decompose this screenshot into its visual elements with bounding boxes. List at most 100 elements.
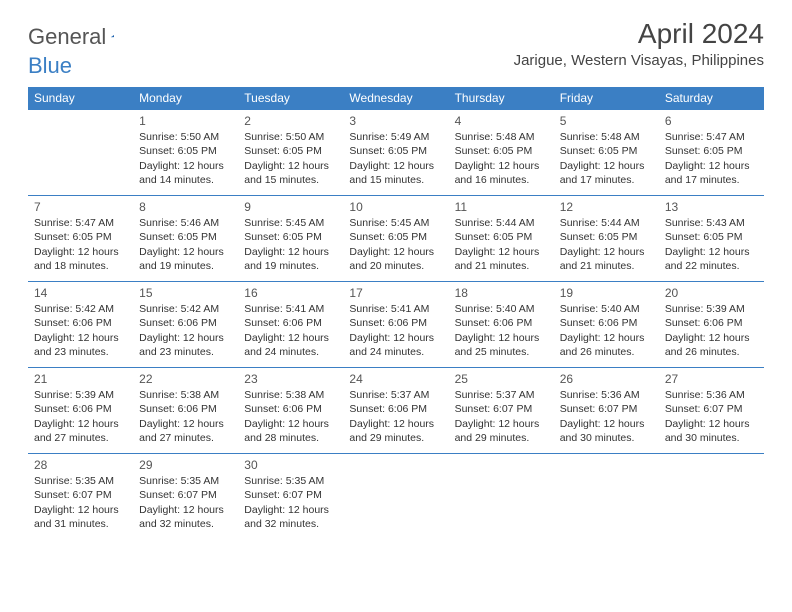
- sunrise-line: Sunrise: 5:44 AM: [560, 216, 653, 230]
- sunset-line: Sunset: 6:05 PM: [560, 144, 653, 158]
- logo-triangle-icon: [111, 29, 114, 43]
- sunrise-line: Sunrise: 5:39 AM: [34, 388, 127, 402]
- calendar-day-cell: 3Sunrise: 5:49 AMSunset: 6:05 PMDaylight…: [343, 110, 448, 196]
- daylight-line: Daylight: 12 hours and 17 minutes.: [560, 159, 653, 187]
- calendar-week-row: 28Sunrise: 5:35 AMSunset: 6:07 PMDayligh…: [28, 454, 764, 540]
- daylight-line: Daylight: 12 hours and 26 minutes.: [560, 331, 653, 359]
- sunset-line: Sunset: 6:05 PM: [560, 230, 653, 244]
- calendar-day-cell: 16Sunrise: 5:41 AMSunset: 6:06 PMDayligh…: [238, 282, 343, 368]
- calendar-day-cell: 14Sunrise: 5:42 AMSunset: 6:06 PMDayligh…: [28, 282, 133, 368]
- sunrise-line: Sunrise: 5:42 AM: [34, 302, 127, 316]
- calendar-day-cell: 1Sunrise: 5:50 AMSunset: 6:05 PMDaylight…: [133, 110, 238, 196]
- day-number: 18: [455, 285, 548, 301]
- calendar-day-cell: 13Sunrise: 5:43 AMSunset: 6:05 PMDayligh…: [659, 196, 764, 282]
- daylight-line: Daylight: 12 hours and 31 minutes.: [34, 503, 127, 531]
- sunset-line: Sunset: 6:06 PM: [244, 402, 337, 416]
- day-number: 10: [349, 199, 442, 215]
- sunset-line: Sunset: 6:05 PM: [665, 144, 758, 158]
- day-number: 2: [244, 113, 337, 129]
- sunrise-line: Sunrise: 5:37 AM: [349, 388, 442, 402]
- sunrise-line: Sunrise: 5:38 AM: [244, 388, 337, 402]
- day-number: 23: [244, 371, 337, 387]
- weekday-header: Friday: [554, 87, 659, 110]
- calendar-day-cell: 19Sunrise: 5:40 AMSunset: 6:06 PMDayligh…: [554, 282, 659, 368]
- calendar-day-cell: 23Sunrise: 5:38 AMSunset: 6:06 PMDayligh…: [238, 368, 343, 454]
- sunset-line: Sunset: 6:05 PM: [244, 230, 337, 244]
- daylight-line: Daylight: 12 hours and 17 minutes.: [665, 159, 758, 187]
- sunrise-line: Sunrise: 5:48 AM: [560, 130, 653, 144]
- sunrise-line: Sunrise: 5:47 AM: [34, 216, 127, 230]
- daylight-line: Daylight: 12 hours and 32 minutes.: [139, 503, 232, 531]
- calendar-week-row: 21Sunrise: 5:39 AMSunset: 6:06 PMDayligh…: [28, 368, 764, 454]
- sunset-line: Sunset: 6:07 PM: [665, 402, 758, 416]
- day-number: 1: [139, 113, 232, 129]
- logo-text-blue: Blue: [28, 53, 72, 79]
- calendar-day-cell: 22Sunrise: 5:38 AMSunset: 6:06 PMDayligh…: [133, 368, 238, 454]
- sunrise-line: Sunrise: 5:37 AM: [455, 388, 548, 402]
- calendar-day-cell: 15Sunrise: 5:42 AMSunset: 6:06 PMDayligh…: [133, 282, 238, 368]
- daylight-line: Daylight: 12 hours and 27 minutes.: [139, 417, 232, 445]
- day-number: 7: [34, 199, 127, 215]
- calendar-day-cell: 9Sunrise: 5:45 AMSunset: 6:05 PMDaylight…: [238, 196, 343, 282]
- calendar-day-cell: 20Sunrise: 5:39 AMSunset: 6:06 PMDayligh…: [659, 282, 764, 368]
- logo: General: [28, 24, 133, 50]
- day-number: 5: [560, 113, 653, 129]
- sunrise-line: Sunrise: 5:50 AM: [244, 130, 337, 144]
- sunset-line: Sunset: 6:06 PM: [455, 316, 548, 330]
- calendar-day-cell: 2Sunrise: 5:50 AMSunset: 6:05 PMDaylight…: [238, 110, 343, 196]
- daylight-line: Daylight: 12 hours and 22 minutes.: [665, 245, 758, 273]
- title-block: April 2024 Jarigue, Western Visayas, Phi…: [514, 18, 764, 69]
- day-number: 27: [665, 371, 758, 387]
- day-number: 28: [34, 457, 127, 473]
- daylight-line: Daylight: 12 hours and 16 minutes.: [455, 159, 548, 187]
- calendar-day-cell: 27Sunrise: 5:36 AMSunset: 6:07 PMDayligh…: [659, 368, 764, 454]
- sunset-line: Sunset: 6:06 PM: [560, 316, 653, 330]
- daylight-line: Daylight: 12 hours and 30 minutes.: [665, 417, 758, 445]
- day-number: 4: [455, 113, 548, 129]
- weekday-header: Monday: [133, 87, 238, 110]
- daylight-line: Daylight: 12 hours and 32 minutes.: [244, 503, 337, 531]
- sunrise-line: Sunrise: 5:47 AM: [665, 130, 758, 144]
- daylight-line: Daylight: 12 hours and 15 minutes.: [244, 159, 337, 187]
- weekday-header: Saturday: [659, 87, 764, 110]
- day-number: 26: [560, 371, 653, 387]
- daylight-line: Daylight: 12 hours and 24 minutes.: [349, 331, 442, 359]
- weekday-header: Sunday: [28, 87, 133, 110]
- daylight-line: Daylight: 12 hours and 19 minutes.: [139, 245, 232, 273]
- calendar-day-cell: 28Sunrise: 5:35 AMSunset: 6:07 PMDayligh…: [28, 454, 133, 540]
- sunset-line: Sunset: 6:06 PM: [349, 316, 442, 330]
- day-number: 9: [244, 199, 337, 215]
- calendar-header-row: SundayMondayTuesdayWednesdayThursdayFrid…: [28, 87, 764, 110]
- calendar-day-cell: 7Sunrise: 5:47 AMSunset: 6:05 PMDaylight…: [28, 196, 133, 282]
- sunset-line: Sunset: 6:07 PM: [244, 488, 337, 502]
- sunset-line: Sunset: 6:07 PM: [139, 488, 232, 502]
- calendar-day-cell: 6Sunrise: 5:47 AMSunset: 6:05 PMDaylight…: [659, 110, 764, 196]
- sunrise-line: Sunrise: 5:40 AM: [455, 302, 548, 316]
- calendar-day-cell: 30Sunrise: 5:35 AMSunset: 6:07 PMDayligh…: [238, 454, 343, 540]
- sunrise-line: Sunrise: 5:44 AM: [455, 216, 548, 230]
- calendar-day-cell: 26Sunrise: 5:36 AMSunset: 6:07 PMDayligh…: [554, 368, 659, 454]
- sunset-line: Sunset: 6:05 PM: [349, 230, 442, 244]
- month-title: April 2024: [514, 18, 764, 50]
- weekday-header: Wednesday: [343, 87, 448, 110]
- day-number: 15: [139, 285, 232, 301]
- calendar-day-cell: 25Sunrise: 5:37 AMSunset: 6:07 PMDayligh…: [449, 368, 554, 454]
- sunrise-line: Sunrise: 5:35 AM: [244, 474, 337, 488]
- calendar-week-row: 1Sunrise: 5:50 AMSunset: 6:05 PMDaylight…: [28, 110, 764, 196]
- sunrise-line: Sunrise: 5:46 AM: [139, 216, 232, 230]
- sunset-line: Sunset: 6:05 PM: [455, 144, 548, 158]
- day-number: 24: [349, 371, 442, 387]
- day-number: 22: [139, 371, 232, 387]
- sunrise-line: Sunrise: 5:45 AM: [349, 216, 442, 230]
- sunrise-line: Sunrise: 5:39 AM: [665, 302, 758, 316]
- calendar-day-cell: 8Sunrise: 5:46 AMSunset: 6:05 PMDaylight…: [133, 196, 238, 282]
- sunset-line: Sunset: 6:07 PM: [34, 488, 127, 502]
- sunset-line: Sunset: 6:05 PM: [34, 230, 127, 244]
- day-number: 17: [349, 285, 442, 301]
- sunset-line: Sunset: 6:05 PM: [665, 230, 758, 244]
- sunrise-line: Sunrise: 5:35 AM: [34, 474, 127, 488]
- sunset-line: Sunset: 6:06 PM: [244, 316, 337, 330]
- sunrise-line: Sunrise: 5:49 AM: [349, 130, 442, 144]
- sunset-line: Sunset: 6:06 PM: [139, 316, 232, 330]
- day-number: 16: [244, 285, 337, 301]
